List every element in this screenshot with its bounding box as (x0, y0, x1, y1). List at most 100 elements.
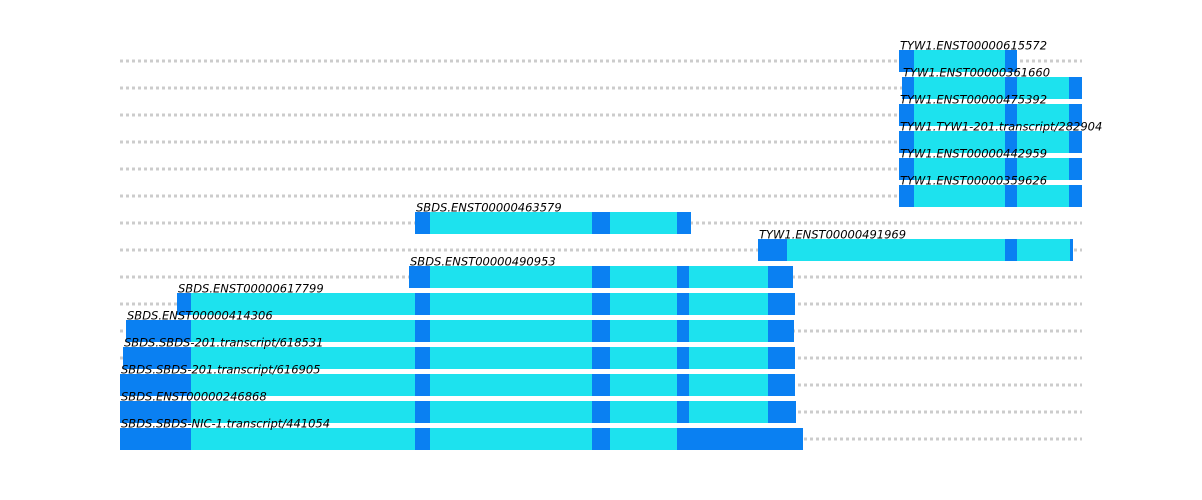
transcript-label: TYW1.ENST00000442959 (900, 147, 1047, 161)
utr-segment (592, 320, 610, 342)
utr-segment (120, 401, 191, 423)
coding-segment (610, 266, 677, 288)
utr-segment (1069, 185, 1082, 207)
transcript-label: SBDS.SBDS-201.transcript/618531 (124, 336, 324, 350)
transcript-label: SBDS.ENST00000246868 (121, 390, 267, 404)
coding-segment (1017, 185, 1069, 207)
transcript-label: TYW1.ENST00000475392 (900, 93, 1047, 107)
utr-segment (415, 374, 430, 396)
transcript-row: TYW1.ENST00000359626 (899, 174, 1082, 207)
coding-segment (430, 212, 592, 234)
coding-segment (430, 374, 592, 396)
transcript-row: TYW1.ENST00000475392 (899, 93, 1082, 126)
utr-segment (899, 185, 914, 207)
transcript-label: TYW1.ENST00000491969 (759, 228, 906, 242)
utr-segment (1005, 104, 1017, 126)
coding-segment (430, 293, 592, 315)
coding-segment (191, 320, 415, 342)
coding-segment (689, 347, 768, 369)
transcript-label: TYW1.ENST00000615572 (900, 39, 1047, 53)
coding-segment (1017, 239, 1070, 261)
transcript-row: TYW1.ENST00000361660 (902, 66, 1082, 99)
utr-segment (677, 212, 691, 234)
utr-segment (415, 401, 430, 423)
utr-segment (1005, 131, 1017, 153)
transcript-row: SBDS.SBDS-201.transcript/616905 (120, 363, 795, 396)
transcript-row: SBDS.SBDS-NIC-1.transcript/441054 (120, 417, 803, 450)
utr-segment (120, 374, 191, 396)
transcript-label: SBDS.SBDS-NIC-1.transcript/441054 (121, 417, 330, 431)
coding-segment (1017, 104, 1069, 126)
utr-segment (415, 212, 430, 234)
coding-segment (689, 293, 768, 315)
utr-segment (592, 428, 610, 450)
coding-segment (914, 50, 1005, 72)
utr-segment (677, 266, 689, 288)
transcript-label: SBDS.ENST00000414306 (127, 309, 273, 323)
utr-segment (592, 293, 610, 315)
utr-segment (1069, 104, 1082, 126)
coding-segment (914, 104, 1005, 126)
utr-segment (758, 239, 787, 261)
coding-segment (787, 239, 1005, 261)
coding-segment (430, 401, 592, 423)
coding-segment (191, 374, 415, 396)
coding-segment (914, 131, 1005, 153)
utr-segment (123, 347, 191, 369)
coding-segment (610, 320, 677, 342)
coding-segment (610, 347, 677, 369)
coding-segment (610, 401, 677, 423)
transcript-label: TYW1.ENST00000361660 (903, 66, 1050, 80)
utr-segment (1069, 77, 1082, 99)
utr-segment (768, 347, 795, 369)
utr-segment (120, 428, 191, 450)
utr-segment (1005, 158, 1017, 180)
utr-segment (768, 320, 794, 342)
coding-segment (191, 347, 415, 369)
transcript-row: TYW1.ENST00000615572 (899, 39, 1047, 72)
utr-segment (768, 266, 793, 288)
utr-segment (899, 158, 914, 180)
transcript-row: TYW1.TYW1-201.transcript/282904 (899, 120, 1102, 153)
utr-segment (768, 401, 796, 423)
utr-segment (592, 347, 610, 369)
utr-segment (677, 347, 689, 369)
coding-segment (610, 428, 677, 450)
coding-segment (689, 374, 768, 396)
utr-segment (677, 428, 803, 450)
coding-segment (914, 158, 1005, 180)
utr-segment (415, 428, 430, 450)
coding-segment (610, 374, 677, 396)
utr-segment (592, 401, 610, 423)
coding-segment (914, 77, 1005, 99)
utr-segment (1005, 50, 1017, 72)
coding-segment (191, 293, 415, 315)
transcript-label: SBDS.ENST00000463579 (416, 201, 562, 215)
transcript-label: SBDS.SBDS-201.transcript/616905 (121, 363, 321, 377)
transcript-row: TYW1.ENST00000491969 (758, 228, 1073, 261)
utr-segment (899, 50, 914, 72)
transcript-row: SBDS.ENST00000463579 (415, 201, 691, 234)
coding-segment (430, 428, 592, 450)
utr-segment (409, 266, 430, 288)
utr-segment (1069, 158, 1082, 180)
utr-segment (902, 77, 914, 99)
transcript-label: SBDS.ENST00000617799 (178, 282, 324, 296)
utr-segment (677, 401, 689, 423)
coding-segment (1017, 131, 1069, 153)
utr-segment (768, 374, 795, 396)
utr-segment (1005, 185, 1017, 207)
utr-segment (592, 212, 610, 234)
coding-segment (430, 320, 592, 342)
transcript-row: SBDS.ENST00000414306 (126, 309, 794, 342)
transcript-row: SBDS.ENST00000617799 (177, 282, 795, 315)
utr-segment (899, 104, 914, 126)
transcript-label: SBDS.ENST00000490953 (410, 255, 556, 269)
transcript-label: TYW1.TYW1-201.transcript/282904 (900, 120, 1102, 134)
utr-segment (677, 293, 689, 315)
utr-segment (415, 347, 430, 369)
utr-segment (1070, 239, 1073, 261)
coding-segment (430, 266, 592, 288)
coding-segment (430, 347, 592, 369)
utr-segment (768, 293, 795, 315)
